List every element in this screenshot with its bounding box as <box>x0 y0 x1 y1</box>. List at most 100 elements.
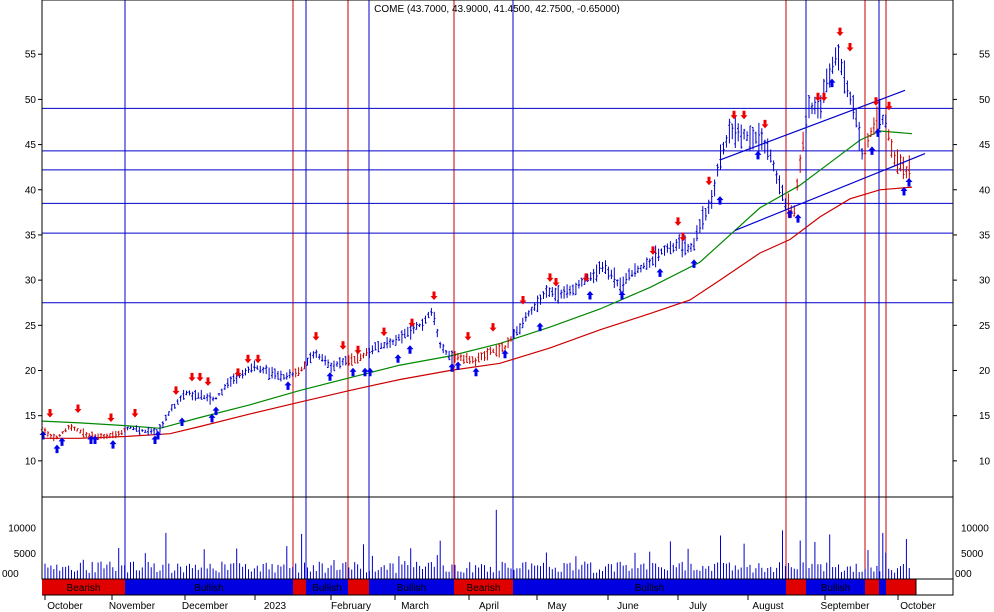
regime-label: Bullish <box>397 583 426 594</box>
y-tick-label-left: 10 <box>25 456 37 467</box>
y-tick-label-right: 25 <box>979 321 991 332</box>
sell-arrow-icon <box>339 341 347 350</box>
sell-arrow-icon <box>172 386 180 395</box>
y-tick-label-left: 15 <box>25 411 37 422</box>
buy-arrow-icon <box>900 187 908 196</box>
y-tick-label-right: 20 <box>979 366 991 377</box>
buy-arrow-icon <box>178 417 186 426</box>
sell-arrow-icon <box>204 377 212 386</box>
regime-segment <box>865 579 879 595</box>
buy-arrow-icon <box>361 367 369 377</box>
regime-segment <box>348 579 369 595</box>
sell-arrow-icon <box>820 92 828 102</box>
buy-arrow-icon <box>39 431 47 440</box>
price-bars <box>40 44 911 442</box>
buy-arrow-icon <box>284 381 292 390</box>
regime-empty <box>915 578 954 596</box>
y-tick-label-right: 10 <box>979 456 991 467</box>
y-tick-label-right: 30 <box>979 276 991 287</box>
sell-arrow-icon <box>46 408 54 418</box>
sell-arrow-icon <box>582 273 590 282</box>
regime-vertical-lines <box>124 0 887 579</box>
chart-title: COME (43.7000, 43.9000, 41.4500, 42.7500… <box>374 4 620 15</box>
regime-segment <box>786 579 806 595</box>
buy-arrow-icon <box>586 290 594 300</box>
trendline <box>734 153 926 231</box>
sell-arrow-icon <box>234 368 242 377</box>
sell-arrow-icon <box>740 110 748 120</box>
regime-label: Bullish <box>635 583 664 594</box>
sell-arrow-icon <box>885 101 893 111</box>
volume-bars <box>41 509 910 579</box>
regime-segment <box>42 579 125 595</box>
buy-arrow-icon <box>905 178 913 187</box>
sell-arrow-icon <box>312 332 320 341</box>
sell-arrow-icon <box>254 354 262 364</box>
regime-segment <box>125 579 293 595</box>
y-tick-label-right: 15 <box>979 411 991 422</box>
y-tick-label-left: 35 <box>25 230 37 241</box>
buy-arrow-icon <box>349 367 357 377</box>
signal-arrows <box>39 27 913 454</box>
buy-arrow-icon <box>828 78 836 88</box>
buy-arrow-icon <box>326 372 334 381</box>
x-tick-label: April <box>479 601 499 612</box>
regime-label: Bearish <box>467 583 501 594</box>
x-tick-label: December <box>182 601 229 612</box>
ma-green-line <box>41 130 913 429</box>
sell-arrow-icon <box>188 372 196 382</box>
plot-border <box>41 0 954 580</box>
buy-arrow-icon <box>536 322 544 332</box>
buy-arrow-icon <box>472 367 480 377</box>
regime-label: Bullish <box>312 583 341 594</box>
moving-averages <box>41 130 913 439</box>
buy-arrow-icon <box>91 435 99 445</box>
buy-arrow-icon <box>154 431 162 440</box>
buy-arrow-icon <box>406 345 414 354</box>
buy-arrow-icon <box>794 214 802 223</box>
sell-arrow-icon <box>244 354 252 364</box>
sell-arrow-icon <box>836 27 844 37</box>
buy-arrow-icon <box>58 437 66 446</box>
sell-arrow-icon <box>705 176 713 186</box>
y-tick-label-left: 55 <box>25 50 37 61</box>
sell-arrow-icon <box>430 291 438 301</box>
buy-arrow-icon <box>53 444 61 454</box>
sell-arrow-icon <box>380 327 388 337</box>
sell-arrow-icon <box>814 92 822 102</box>
buy-arrow-icon <box>656 268 664 277</box>
sell-arrow-icon <box>131 408 139 418</box>
buy-arrow-icon <box>109 440 117 449</box>
sell-arrow-icon <box>354 345 362 355</box>
regime-segment <box>886 579 916 595</box>
sell-arrow-icon <box>546 273 554 282</box>
x-tick-label: February <box>331 601 371 612</box>
volume-tick-label-right: 10000 <box>961 523 989 534</box>
buy-arrow-icon <box>394 354 402 363</box>
sell-arrow-icon <box>761 119 769 129</box>
buy-arrow-icon <box>716 196 724 205</box>
volume-tick-label-left: 5000 <box>14 549 37 560</box>
x-tick-label: June <box>617 601 639 612</box>
volume-unit-label-right: 000 <box>955 569 972 580</box>
x-tick-label: November <box>109 601 156 612</box>
sell-arrow-icon <box>674 217 682 226</box>
y-tick-label-right: 45 <box>979 140 991 151</box>
regime-segment <box>454 579 513 595</box>
sell-arrow-icon <box>679 232 687 242</box>
sell-arrow-icon <box>649 246 657 255</box>
y-tick-label-right: 35 <box>979 230 991 241</box>
x-tick-label: September <box>821 601 871 612</box>
volume-tick-label-right: 5000 <box>961 549 984 560</box>
volume-tick-label-left: 10000 <box>8 523 36 534</box>
y-tick-label-left: 50 <box>25 95 37 106</box>
buy-arrow-icon <box>690 259 698 268</box>
x-tick-label: October <box>47 601 83 612</box>
y-tick-label-right: 55 <box>979 50 991 61</box>
buy-arrow-icon <box>87 435 95 445</box>
sell-arrow-icon <box>519 296 527 305</box>
x-tick-label: May <box>548 601 567 612</box>
regime-segment <box>306 579 348 595</box>
x-tick-label: July <box>689 601 707 612</box>
